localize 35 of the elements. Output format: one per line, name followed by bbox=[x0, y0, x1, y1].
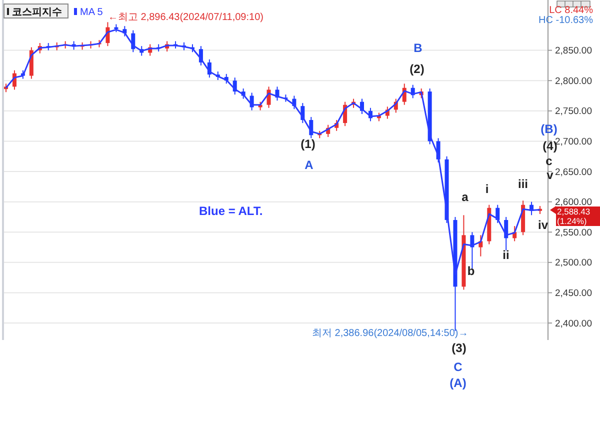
annotation: A bbox=[304, 158, 314, 172]
text: 코스피지수 bbox=[12, 7, 62, 18]
text: (3) bbox=[452, 341, 466, 355]
annotation: iv bbox=[538, 218, 548, 232]
text: 2,588.43 bbox=[557, 206, 590, 216]
y-tick-label: 2,450.00 bbox=[555, 288, 592, 300]
text: (1.24%) bbox=[557, 216, 587, 226]
annotation: (1) bbox=[300, 137, 316, 151]
annotation: (2) bbox=[410, 62, 424, 76]
y-tick-label: 2,650.00 bbox=[555, 166, 592, 178]
y-tick-label: 2,400.00 bbox=[555, 318, 592, 330]
y-tick-label: 2,550.00 bbox=[555, 227, 592, 238]
annotation: v bbox=[546, 168, 554, 182]
y-tick-label: 2,600.00 bbox=[555, 197, 592, 208]
text: LC 8.44% bbox=[549, 5, 594, 16]
annotation: B bbox=[414, 41, 423, 55]
annotation: a bbox=[462, 190, 469, 204]
annotation: ii bbox=[502, 248, 510, 262]
annotation: c bbox=[546, 154, 553, 168]
y-tick-label: 2,500.00 bbox=[555, 258, 592, 269]
annotation: iii bbox=[518, 177, 528, 191]
annotation: ←최고 2,896.43(2024/07/11,09:10) bbox=[108, 12, 264, 23]
annotation: (B) bbox=[540, 122, 558, 136]
annotation: i bbox=[485, 182, 489, 196]
text: (A) bbox=[450, 376, 466, 390]
annotation: HC -10.63% bbox=[538, 15, 594, 26]
y-tick-label: 2,850.00 bbox=[555, 46, 592, 57]
annotation: b bbox=[467, 264, 475, 278]
y-tick-label: 2,750.00 bbox=[555, 106, 592, 118]
annotation: 최저 2,386.96(2024/08/05,14:50)→ bbox=[312, 328, 468, 339]
legend-label: MA 5 bbox=[80, 7, 104, 18]
y-tick-label: 2,800.00 bbox=[555, 76, 592, 87]
text: C bbox=[454, 360, 463, 374]
annotation: Blue = ALT. bbox=[199, 204, 263, 218]
annotation: (4) bbox=[542, 139, 558, 153]
